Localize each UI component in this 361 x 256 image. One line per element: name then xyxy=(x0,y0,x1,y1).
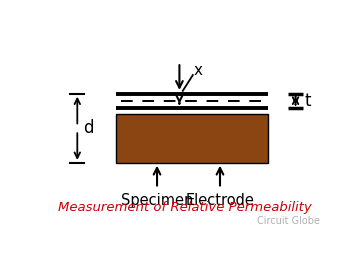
Text: Electrode: Electrode xyxy=(186,193,255,208)
Text: Circuit Globe: Circuit Globe xyxy=(257,216,320,226)
Text: Specimen: Specimen xyxy=(121,193,193,208)
Text: d: d xyxy=(83,119,94,137)
Text: Measurement of Relative Permeability: Measurement of Relative Permeability xyxy=(58,201,312,214)
Bar xyxy=(117,113,268,163)
Text: x: x xyxy=(193,63,202,78)
Text: t: t xyxy=(305,92,312,110)
